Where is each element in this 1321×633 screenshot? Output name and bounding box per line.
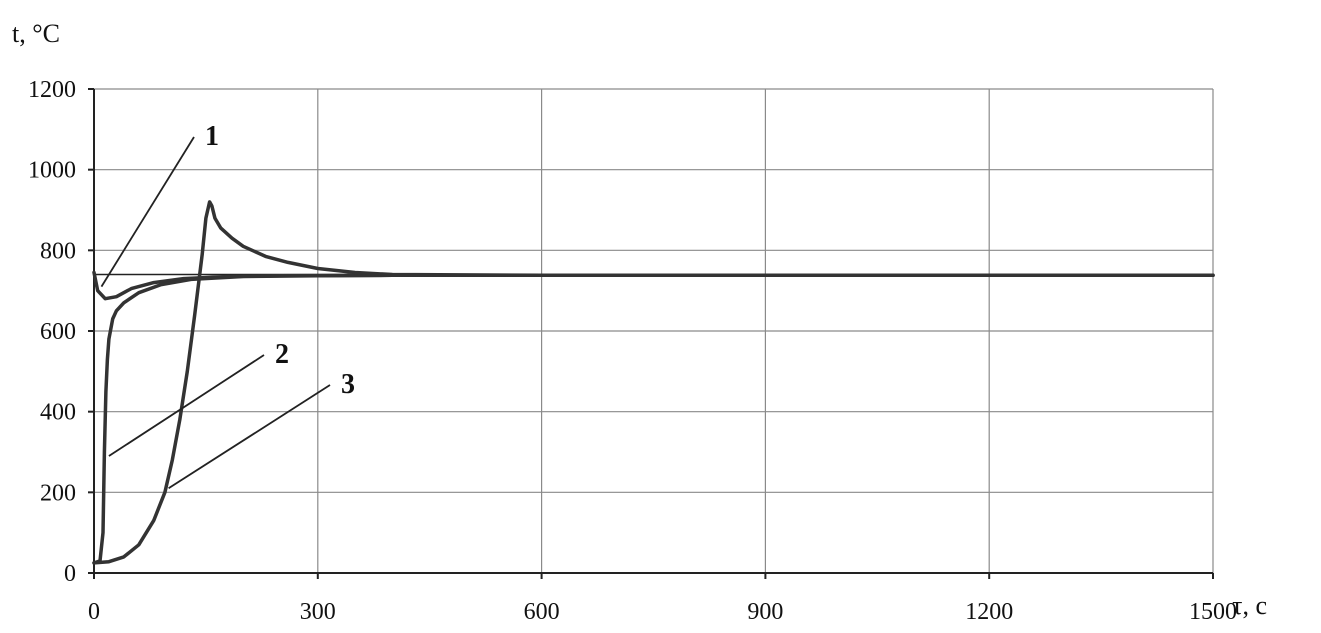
grid [94, 88, 1214, 573]
y-tick-label: 1200 [28, 77, 76, 103]
y-tick-label: 400 [40, 400, 76, 426]
x-tick-label: 900 [747, 599, 783, 625]
curve-label-1: 1 [205, 121, 219, 152]
leader-line-2 [108, 354, 265, 457]
leader-line-1 [100, 136, 195, 288]
curve-annotations: 1 2 3 [100, 121, 355, 490]
y-axis-label: t, °C [12, 19, 60, 48]
curve-label-2: 2 [275, 339, 289, 370]
y-tick-label: 1000 [28, 158, 76, 184]
x-tick-label: 1500 [1189, 599, 1237, 625]
y-tick-label: 0 [64, 561, 76, 587]
y-tick-label: 200 [40, 480, 76, 506]
axes [88, 88, 1214, 579]
x-axis-label: τ, с [1232, 591, 1267, 620]
leader-line-3 [168, 384, 331, 490]
y-tick-label: 800 [40, 238, 76, 264]
tick-labels: 0 200 400 600 800 1000 1200 0 300 600 900 1200 1500 [28, 77, 1237, 625]
x-tick-label: 600 [524, 599, 560, 625]
series-line-3 [92, 200, 1215, 565]
series-group [92, 200, 1215, 565]
curve-label-3: 3 [341, 369, 355, 400]
x-tick-label: 0 [88, 599, 100, 625]
x-tick-label: 300 [300, 599, 336, 625]
series-line-2 [92, 273, 1215, 565]
y-tick-label: 600 [40, 319, 76, 345]
x-tick-label: 1200 [965, 599, 1013, 625]
